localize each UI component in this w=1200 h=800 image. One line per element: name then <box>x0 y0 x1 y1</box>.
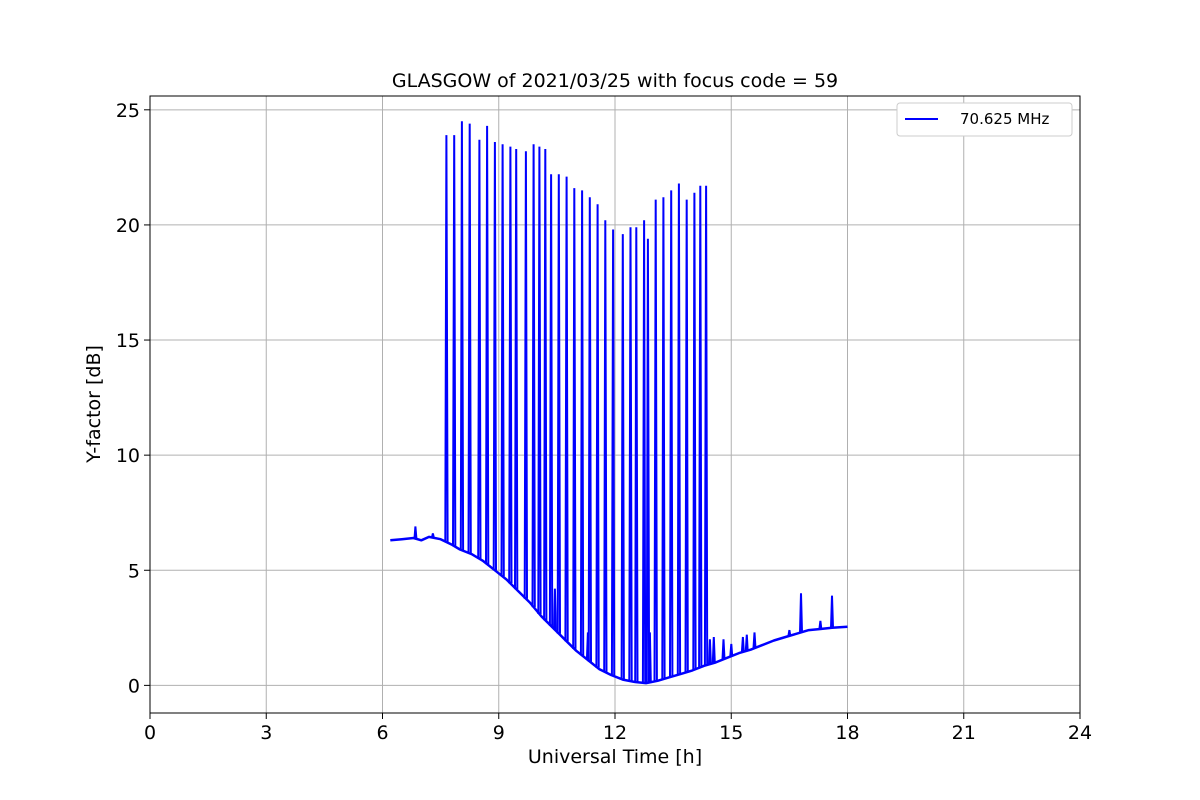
spike <box>641 220 647 683</box>
spike <box>603 220 608 673</box>
spike <box>692 192 697 670</box>
spike <box>669 190 674 677</box>
spike <box>579 190 585 656</box>
x-axis-label: Universal Time [h] <box>528 746 702 768</box>
y-tick-label: 5 <box>128 560 140 582</box>
x-tick-label: 0 <box>144 722 156 744</box>
x-tick-label: 15 <box>719 722 743 744</box>
legend-box <box>896 102 1073 137</box>
spike <box>634 227 639 683</box>
spike <box>684 199 689 673</box>
small-peak <box>721 639 726 660</box>
small-peak <box>818 620 823 630</box>
spike <box>698 185 703 668</box>
small-peak <box>830 595 834 628</box>
legend: 70.625 MHz <box>896 102 1073 137</box>
x-tick-label: 18 <box>835 722 859 744</box>
spike <box>459 121 465 551</box>
y-tick-label: 20 <box>116 215 140 237</box>
spike <box>653 199 658 682</box>
series-group <box>390 121 848 685</box>
small-peak <box>740 636 745 653</box>
small-peak <box>647 632 652 683</box>
spike <box>703 185 709 666</box>
y-ticks: 0 5 10 15 20 25 <box>116 100 150 697</box>
spike <box>645 238 651 683</box>
small-peak <box>799 593 803 633</box>
spike <box>537 146 542 615</box>
spike <box>523 151 528 599</box>
spike <box>556 174 561 634</box>
spike <box>564 176 569 642</box>
spike <box>500 144 505 577</box>
spike <box>477 139 482 559</box>
x-tick-label: 12 <box>603 722 627 744</box>
spike <box>661 197 666 680</box>
spike <box>628 227 633 682</box>
spike <box>444 135 449 543</box>
spike <box>467 123 472 554</box>
small-peak <box>711 636 716 663</box>
spike <box>610 229 616 676</box>
legend-label: 70.625 MHz <box>960 110 1049 128</box>
spike <box>492 141 497 571</box>
x-tick-label: 6 <box>376 722 388 744</box>
spike <box>452 135 457 547</box>
spike <box>587 197 592 662</box>
small-peak <box>553 588 557 630</box>
spike <box>531 144 536 608</box>
x-ticks: 0 3 6 9 12 15 18 21 24 <box>144 713 1092 744</box>
x-tick-label: 3 <box>260 722 272 744</box>
y-tick-label: 15 <box>116 330 140 352</box>
spike <box>676 183 682 675</box>
small-peak <box>708 639 712 665</box>
spike <box>620 234 625 680</box>
y-tick-label: 0 <box>128 675 140 697</box>
small-peak <box>413 526 418 539</box>
y-tick-label: 25 <box>116 100 140 122</box>
x-tick-label: 21 <box>952 722 976 744</box>
chart-title: GLASGOW of 2021/03/25 with focus code = … <box>392 70 838 92</box>
small-peak <box>729 643 734 657</box>
y-tick-label: 10 <box>116 445 140 467</box>
spike <box>572 188 577 649</box>
small-peak <box>430 533 435 538</box>
small-peak <box>585 632 590 661</box>
spike <box>508 146 513 584</box>
spike <box>548 174 554 626</box>
spike <box>595 204 600 668</box>
spike <box>514 148 519 590</box>
spike <box>543 148 548 621</box>
small-peak <box>752 632 757 649</box>
x-tick-label: 9 <box>493 722 505 744</box>
y-axis-label: Y-factor [dB] <box>83 345 105 464</box>
small-peak <box>787 629 792 637</box>
spike <box>485 125 490 565</box>
x-tick-label: 24 <box>1068 722 1092 744</box>
small-peak <box>744 634 749 651</box>
